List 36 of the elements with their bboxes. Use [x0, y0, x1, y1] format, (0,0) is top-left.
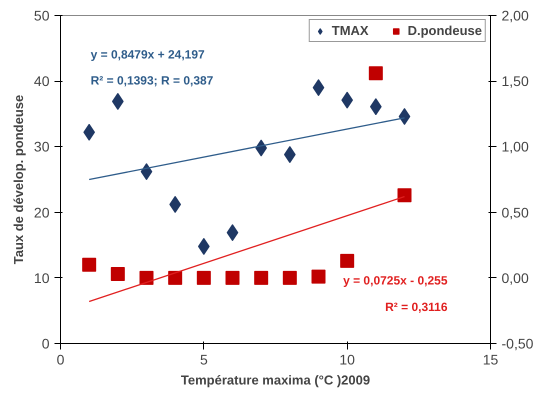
annotation: R² = 0,3116: [385, 300, 448, 314]
point: [312, 270, 326, 284]
annotation: y = 0,8479x + 24,197: [90, 47, 206, 62]
y2-tick-label: 0,00: [502, 270, 529, 286]
point: [254, 270, 268, 285]
point: [368, 66, 383, 80]
annotation: R² = 0,1393; R = 0,387: [90, 74, 214, 88]
y2-tick-label: 1,00: [502, 138, 529, 155]
point: [110, 266, 125, 281]
x-tick-label: 5: [200, 352, 208, 368]
x-tick-label: 10: [339, 352, 356, 368]
y-tick-label: 30: [34, 138, 50, 155]
annotation: y = 0,0725x - 0,255: [343, 274, 448, 288]
legend-label: D.pondeuse: [408, 23, 482, 38]
point: [398, 188, 412, 202]
point: [226, 270, 240, 285]
point: [282, 270, 297, 285]
point: [82, 258, 96, 272]
y-axis-title: Taux de dévelop. pondeuse: [10, 94, 26, 264]
x-tick-label: 0: [56, 352, 65, 368]
y2-tick-label: 1,50: [502, 73, 529, 90]
point: [340, 254, 354, 268]
y-tick-label: 0: [42, 336, 50, 352]
legend-label: TMAX: [332, 23, 369, 38]
x-axis-title: Température maxima (°C )2009: [180, 372, 370, 388]
y2-tick-label: -0,50: [502, 336, 534, 352]
y2-tick-label: 0,50: [502, 204, 529, 220]
point: [168, 270, 182, 285]
x-tick-label: 15: [482, 352, 498, 368]
y-tick-label: 10: [34, 270, 50, 286]
point: [140, 270, 154, 285]
point: [196, 270, 211, 285]
y2-tick-label: 2,00: [502, 8, 529, 24]
y-tick-label: 40: [34, 73, 50, 90]
y-tick-label: 50: [34, 8, 50, 24]
y-tick-label: 20: [34, 204, 50, 220]
